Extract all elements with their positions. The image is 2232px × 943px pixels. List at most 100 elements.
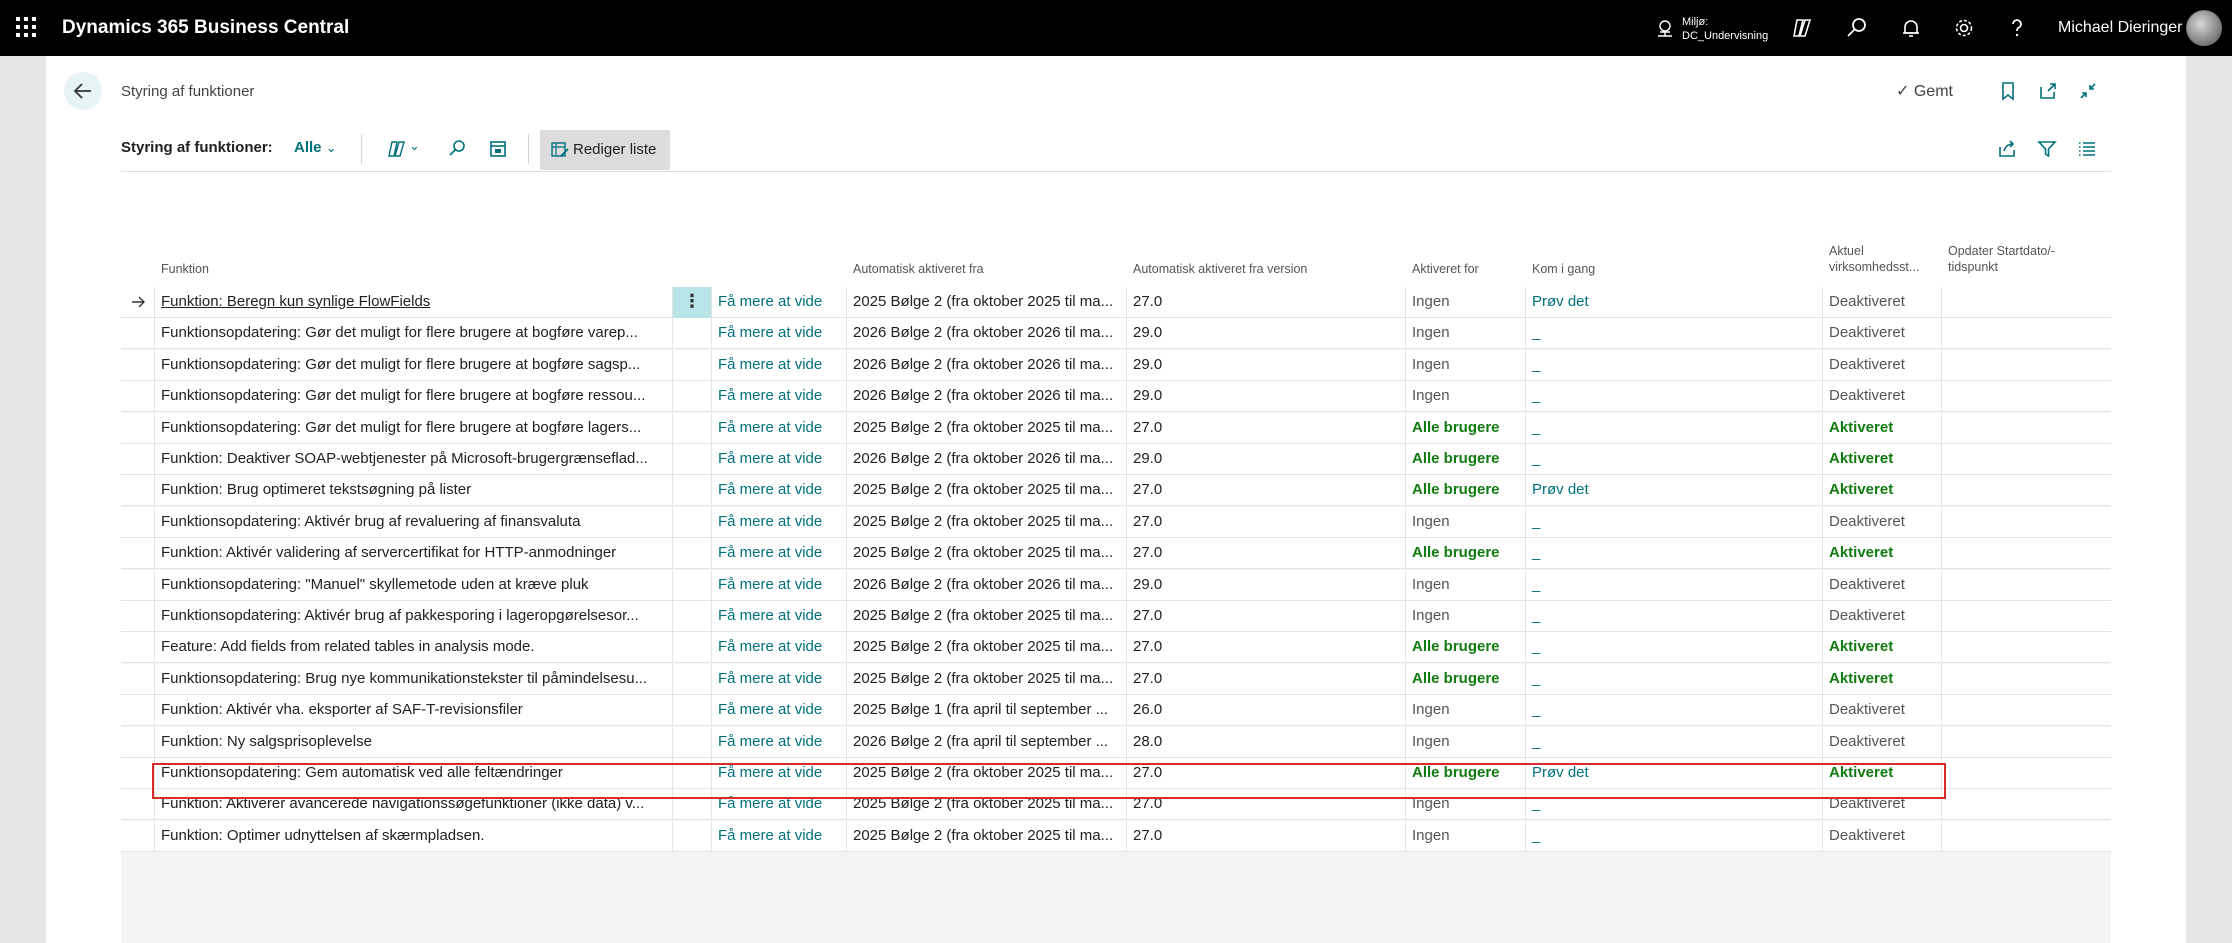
row-actions-cell[interactable] [673, 538, 712, 570]
row-actions-cell[interactable] [673, 726, 712, 758]
enabled-for-cell[interactable]: Alle brugere [1406, 538, 1526, 570]
get-started-link[interactable]: _ [1526, 726, 1823, 758]
column-header-auto-enabled-version[interactable]: Automatisk aktiveret fra version [1133, 262, 1308, 276]
function-name-cell[interactable]: Funktionsopdatering: Gør det muligt for … [155, 349, 673, 381]
auto-enabled-from-cell[interactable]: 2025 Bølge 2 (fra oktober 2025 til ma... [847, 758, 1127, 789]
learn-more-link[interactable]: Få mere at vide [712, 758, 847, 789]
enabled-for-cell[interactable]: Ingen [1406, 569, 1526, 601]
auto-enabled-version-cell[interactable]: 27.0 [1127, 663, 1406, 695]
auto-enabled-from-cell[interactable]: 2026 Bølge 2 (fra oktober 2026 til ma... [847, 569, 1127, 601]
table-row[interactable]: Funktion: Aktivér vha. eksporter af SAF-… [121, 695, 2111, 727]
row-actions-cell[interactable] [673, 444, 712, 475]
copilot-icon[interactable] [1790, 16, 1814, 40]
enabled-for-cell[interactable]: Ingen [1406, 820, 1526, 852]
row-actions-cell[interactable]: ⋮ [673, 287, 712, 318]
share-icon[interactable] [1996, 138, 2018, 160]
get-started-link[interactable]: _ [1526, 444, 1823, 475]
update-start-cell[interactable] [1942, 570, 2111, 601]
table-row[interactable]: Funktion: Brug optimeret tekstsøgning på… [121, 475, 2111, 507]
table-row[interactable]: Funktion: Aktivér validering af serverce… [121, 538, 2111, 570]
auto-enabled-from-cell[interactable]: 2025 Bølge 2 (fra oktober 2025 til ma... [847, 601, 1127, 632]
table-row[interactable]: Funktion: Beregn kun synlige FlowFields ⋮… [121, 287, 2111, 318]
table-row[interactable]: Funktionsopdatering: Brug nye kommunikat… [121, 663, 2111, 695]
column-header-auto-enabled-from[interactable]: Automatisk aktiveret fra [853, 262, 984, 276]
update-start-cell[interactable] [1942, 632, 2111, 663]
auto-enabled-version-cell[interactable]: 27.0 [1127, 601, 1406, 632]
column-header-function[interactable]: Funktion [161, 262, 209, 276]
update-start-cell[interactable] [1942, 727, 2111, 758]
get-started-link[interactable]: _ [1526, 820, 1823, 852]
auto-enabled-from-cell[interactable]: 2025 Bølge 2 (fra oktober 2025 til ma... [847, 538, 1127, 570]
row-actions-cell[interactable] [673, 663, 712, 695]
get-started-link[interactable]: _ [1526, 632, 1823, 664]
column-header-get-started[interactable]: Kom i gang [1532, 262, 1596, 276]
enabled-for-cell[interactable]: Ingen [1406, 695, 1526, 727]
row-actions-cell[interactable] [673, 758, 712, 789]
enabled-for-cell[interactable]: Ingen [1406, 601, 1526, 632]
learn-more-link[interactable]: Få mere at vide [712, 726, 847, 758]
settings-gear-icon[interactable] [1952, 16, 1976, 40]
auto-enabled-version-cell[interactable]: 29.0 [1127, 569, 1406, 601]
enabled-for-cell[interactable]: Alle brugere [1406, 663, 1526, 695]
open-new-window-icon[interactable] [2037, 80, 2059, 102]
auto-enabled-version-cell[interactable]: 27.0 [1127, 632, 1406, 664]
back-button[interactable] [64, 72, 102, 110]
learn-more-link[interactable]: Få mere at vide [712, 287, 847, 318]
function-name-cell[interactable]: Funktionsopdatering: Gem automatisk ved … [155, 758, 673, 789]
update-start-cell[interactable] [1942, 444, 2111, 475]
table-row[interactable]: Funktion: Deaktiver SOAP-webtjenester på… [121, 444, 2111, 475]
table-row[interactable]: Feature: Add fields from related tables … [121, 632, 2111, 664]
table-row[interactable]: Funktionsopdatering: Gør det muligt for … [121, 349, 2111, 381]
function-name-cell[interactable]: Funktionsopdatering: Gør det muligt for … [155, 318, 673, 350]
function-name-cell[interactable]: Funktion: Deaktiver SOAP-webtjenester på… [155, 444, 673, 475]
auto-enabled-version-cell[interactable]: 28.0 [1127, 726, 1406, 758]
auto-enabled-from-cell[interactable]: 2026 Bølge 2 (fra oktober 2026 til ma... [847, 318, 1127, 350]
update-start-cell[interactable] [1942, 350, 2111, 381]
learn-more-link[interactable]: Få mere at vide [712, 632, 847, 664]
help-icon[interactable] [2005, 16, 2029, 40]
enabled-for-cell[interactable]: Alle brugere [1406, 444, 1526, 475]
auto-enabled-from-cell[interactable]: 2025 Bølge 2 (fra oktober 2025 til ma... [847, 506, 1127, 538]
auto-enabled-from-cell[interactable]: 2026 Bølge 2 (fra oktober 2026 til ma... [847, 381, 1127, 413]
get-started-link[interactable]: _ [1526, 538, 1823, 570]
row-actions-cell[interactable] [673, 506, 712, 538]
get-started-link[interactable]: _ [1526, 789, 1823, 821]
auto-enabled-version-cell[interactable]: 27.0 [1127, 287, 1406, 318]
learn-more-link[interactable]: Få mere at vide [712, 601, 847, 632]
auto-enabled-version-cell[interactable]: 27.0 [1127, 475, 1406, 507]
row-actions-cell[interactable] [673, 632, 712, 664]
table-row[interactable]: Funktionsopdatering: Aktivér brug af pak… [121, 601, 2111, 632]
update-start-cell[interactable] [1942, 789, 2111, 820]
more-options-icon[interactable]: ⋮ [683, 291, 701, 311]
row-actions-cell[interactable] [673, 381, 712, 413]
auto-enabled-from-cell[interactable]: 2025 Bølge 2 (fra oktober 2025 til ma... [847, 789, 1127, 821]
auto-enabled-from-cell[interactable]: 2025 Bølge 2 (fra oktober 2025 til ma... [847, 475, 1127, 507]
auto-enabled-from-cell[interactable]: 2026 Bølge 2 (fra oktober 2026 til ma... [847, 349, 1127, 381]
get-started-link[interactable]: _ [1526, 569, 1823, 601]
table-row[interactable]: Funktionsopdatering: Gør det muligt for … [121, 381, 2111, 413]
update-start-cell[interactable] [1942, 821, 2111, 852]
auto-enabled-from-cell[interactable]: 2026 Bølge 2 (fra april til september ..… [847, 726, 1127, 758]
bookmark-icon[interactable] [1997, 80, 2019, 102]
enabled-for-cell[interactable]: Ingen [1406, 349, 1526, 381]
row-actions-cell[interactable] [673, 349, 712, 381]
get-started-link[interactable]: _ [1526, 412, 1823, 444]
update-start-cell[interactable] [1942, 381, 2111, 412]
auto-enabled-version-cell[interactable]: 27.0 [1127, 820, 1406, 852]
user-avatar[interactable] [2186, 10, 2222, 46]
learn-more-link[interactable]: Få mere at vide [712, 569, 847, 601]
get-started-link[interactable]: _ [1526, 381, 1823, 413]
auto-enabled-from-cell[interactable]: 2025 Bølge 2 (fra oktober 2025 til ma... [847, 287, 1127, 318]
update-start-cell[interactable] [1942, 601, 2111, 632]
get-started-link[interactable]: Prøv det [1526, 287, 1823, 318]
auto-enabled-from-cell[interactable]: 2025 Bølge 1 (fra april til september ..… [847, 695, 1127, 727]
row-actions-cell[interactable] [673, 789, 712, 821]
edit-list-button[interactable]: Rediger liste [540, 130, 670, 170]
row-actions-cell[interactable] [673, 569, 712, 601]
auto-enabled-version-cell[interactable]: 27.0 [1127, 412, 1406, 444]
list-view-icon[interactable] [2076, 138, 2098, 160]
function-name-cell[interactable]: Funktion: Ny salgsprisoplevelse [155, 726, 673, 758]
learn-more-link[interactable]: Få mere at vide [712, 820, 847, 852]
search-list-icon[interactable] [446, 138, 468, 160]
enabled-for-cell[interactable]: Ingen [1406, 726, 1526, 758]
